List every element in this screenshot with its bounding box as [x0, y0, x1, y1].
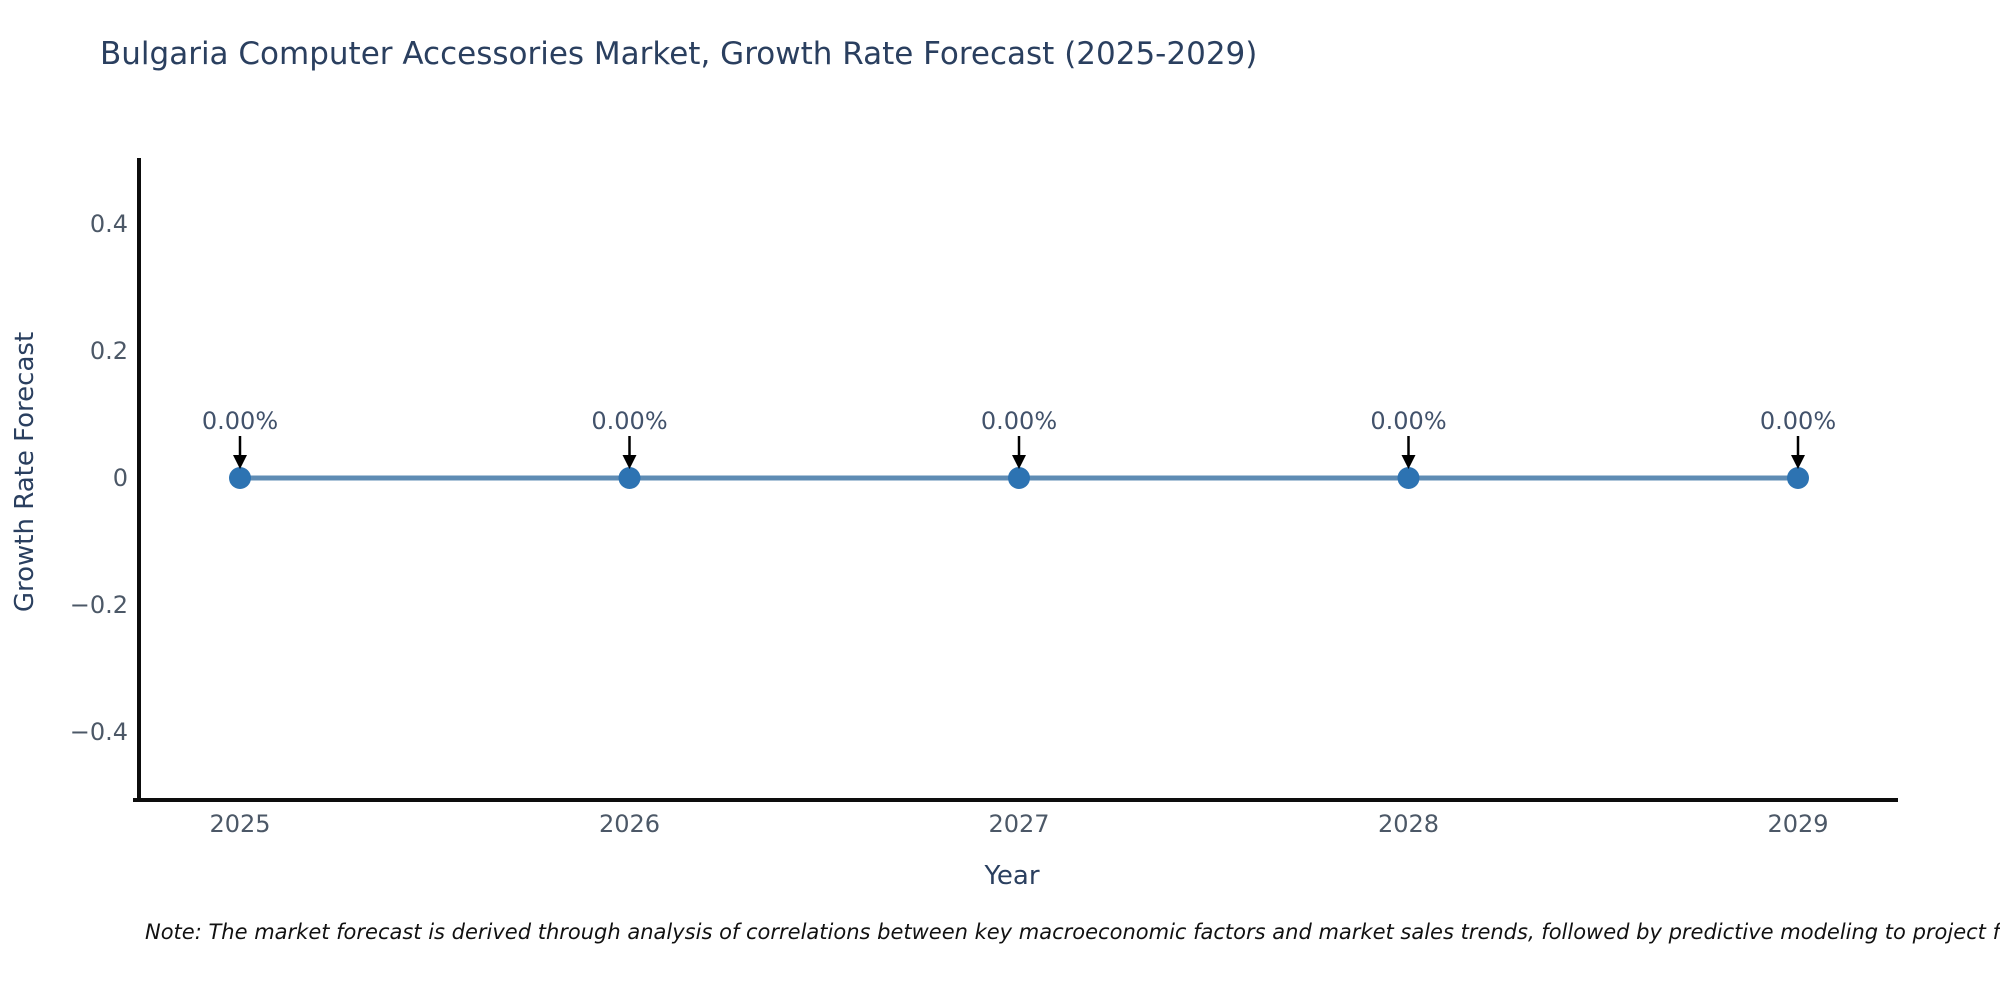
annotation-arrow-head-icon	[233, 455, 247, 469]
y-tick-label: −0.4	[69, 718, 128, 746]
data-point-marker	[618, 467, 641, 489]
x-tick-label: 2028	[1377, 810, 1440, 838]
x-axis-title: Year	[984, 861, 1040, 891]
footnote-text: Note: The market forecast is derived thr…	[145, 920, 2000, 944]
chart-title: Bulgaria Computer Accessories Market, Gr…	[100, 36, 1258, 72]
x-tick-label: 2029	[1767, 810, 1829, 838]
data-point-marker	[1787, 467, 1809, 489]
annotation-arrow-head-icon	[1012, 455, 1026, 469]
x-tick-label: 2025	[209, 810, 271, 838]
point-annotation-label: 0.00%	[1759, 407, 1837, 435]
point-annotation-label: 0.00%	[591, 407, 668, 435]
y-tick-label: 0.4	[89, 210, 128, 238]
annotation-arrow-head-icon	[622, 455, 637, 469]
point-annotation-label: 0.00%	[980, 407, 1058, 435]
annotation-arrow-head-icon	[1791, 455, 1805, 469]
point-annotation-label: 0.00%	[201, 407, 279, 435]
x-tick-label: 2027	[988, 810, 1050, 838]
y-tick-label: 0	[112, 464, 128, 492]
data-point-marker	[229, 467, 251, 489]
data-point-marker	[1397, 467, 1420, 489]
y-tick-label: −0.2	[69, 591, 128, 619]
y-tick-label: 0.2	[89, 337, 128, 365]
x-tick-label: 2026	[598, 810, 661, 838]
annotation-arrow-head-icon	[1401, 455, 1416, 469]
point-annotation-label: 0.00%	[1370, 407, 1447, 435]
data-point-marker	[1008, 467, 1030, 489]
